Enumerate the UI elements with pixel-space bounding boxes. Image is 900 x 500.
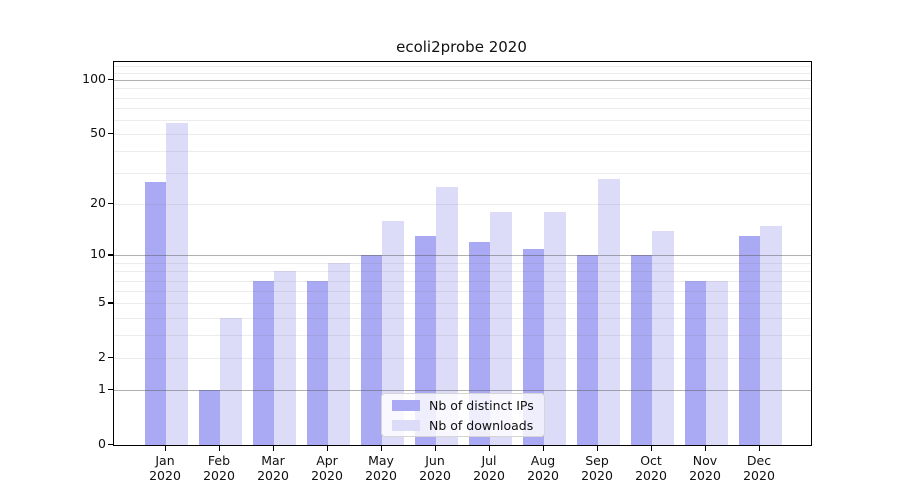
bar-downloads-sep (598, 178, 620, 445)
bar-ips-sep (576, 255, 598, 445)
gridline-120 (114, 65, 811, 67)
x-tick-mark (759, 446, 761, 451)
x-tick-mark (381, 446, 383, 451)
gridline-70 (114, 107, 811, 109)
gridline-9 (114, 262, 811, 264)
x-tick-mark (219, 446, 221, 451)
y-tick-mark (108, 79, 113, 81)
bar-ips-mar (252, 280, 274, 445)
bar-ips-dec (738, 236, 760, 445)
gridline-20 (114, 204, 811, 206)
bar-downloads-may (382, 221, 404, 445)
bar-ips-oct (630, 255, 652, 445)
y-tick-mark (108, 389, 113, 391)
bar-downloads-apr (328, 262, 350, 445)
gridline-90 (114, 88, 811, 90)
bar-downloads-jul (490, 212, 512, 445)
y-tick-label-5: 5 (98, 294, 106, 310)
x-tick-label-aug: Aug 2020 (527, 453, 559, 483)
x-tick-label-jul: Jul 2020 (473, 453, 505, 483)
bar-downloads-mar (274, 271, 296, 445)
y-tick-mark (108, 254, 113, 256)
legend: Nb of distinct IPs Nb of downloads (381, 393, 545, 437)
y-tick-label-100: 100 (82, 71, 106, 87)
legend-label-downloads: Nb of downloads (429, 417, 534, 433)
x-tick-mark (165, 446, 167, 451)
x-tick-label-apr: Apr 2020 (311, 453, 343, 483)
x-tick-mark (597, 446, 599, 451)
y-tick-label-1: 1 (98, 381, 106, 397)
legend-swatch-ips (392, 399, 420, 411)
gridline-10 (114, 255, 811, 257)
gridline-50 (114, 134, 811, 136)
x-tick-label-mar: Mar 2020 (257, 453, 289, 483)
x-tick-label-oct: Oct 2020 (635, 453, 667, 483)
y-tick-mark (108, 357, 113, 359)
bar-downloads-nov (706, 280, 728, 445)
plot-area (113, 61, 812, 446)
bar-ips-jan (144, 181, 166, 445)
x-tick-label-jun: Jun 2020 (419, 453, 451, 483)
gridline-40 (114, 151, 811, 153)
x-tick-mark (705, 446, 707, 451)
gridline-30 (114, 173, 811, 175)
bar-downloads-aug (544, 212, 566, 445)
bar-downloads-oct (652, 230, 674, 445)
gridline-80 (114, 97, 811, 99)
bar-ips-nov (684, 280, 706, 445)
y-tick-label-2: 2 (98, 349, 106, 365)
y-tick-mark (108, 133, 113, 135)
x-tick-mark (327, 446, 329, 451)
gridline-100 (114, 80, 811, 82)
gridline-60 (114, 119, 811, 121)
x-tick-label-may: May 2020 (365, 453, 397, 483)
chart-title: ecoli2probe 2020 (396, 38, 527, 56)
x-tick-mark (273, 446, 275, 451)
x-tick-mark (435, 446, 437, 451)
y-tick-label-20: 20 (90, 195, 106, 211)
y-tick-label-10: 10 (90, 246, 106, 262)
bar-downloads-jan (166, 122, 188, 445)
x-tick-label-nov: Nov 2020 (689, 453, 721, 483)
y-tick-mark (108, 444, 113, 446)
x-tick-mark (651, 446, 653, 451)
gridline-110 (114, 72, 811, 74)
x-tick-mark (489, 446, 491, 451)
legend-label-distinct-ips: Nb of distinct IPs (429, 397, 534, 413)
bar-ips-jun (414, 236, 436, 445)
y-tick-mark (108, 302, 113, 304)
legend-item-downloads: Nb of downloads (392, 418, 534, 433)
x-tick-label-sep: Sep 2020 (581, 453, 613, 483)
x-tick-label-dec: Dec 2020 (743, 453, 775, 483)
bar-downloads-dec (760, 225, 782, 445)
gridline-8 (114, 271, 811, 273)
legend-swatch-downloads (392, 419, 420, 431)
bar-ips-feb (198, 390, 220, 445)
x-tick-label-jan: Jan 2020 (149, 453, 181, 483)
x-tick-label-feb: Feb 2020 (203, 453, 235, 483)
y-tick-label-50: 50 (90, 125, 106, 141)
bar-ips-may (360, 255, 382, 445)
bar-downloads-jun (436, 187, 458, 445)
bar-downloads-feb (220, 317, 242, 445)
legend-item-distinct-ips: Nb of distinct IPs (392, 398, 534, 413)
y-tick-mark (108, 203, 113, 205)
x-tick-mark (543, 446, 545, 451)
y-tick-label-0: 0 (98, 436, 106, 451)
bar-ips-apr (306, 280, 328, 445)
